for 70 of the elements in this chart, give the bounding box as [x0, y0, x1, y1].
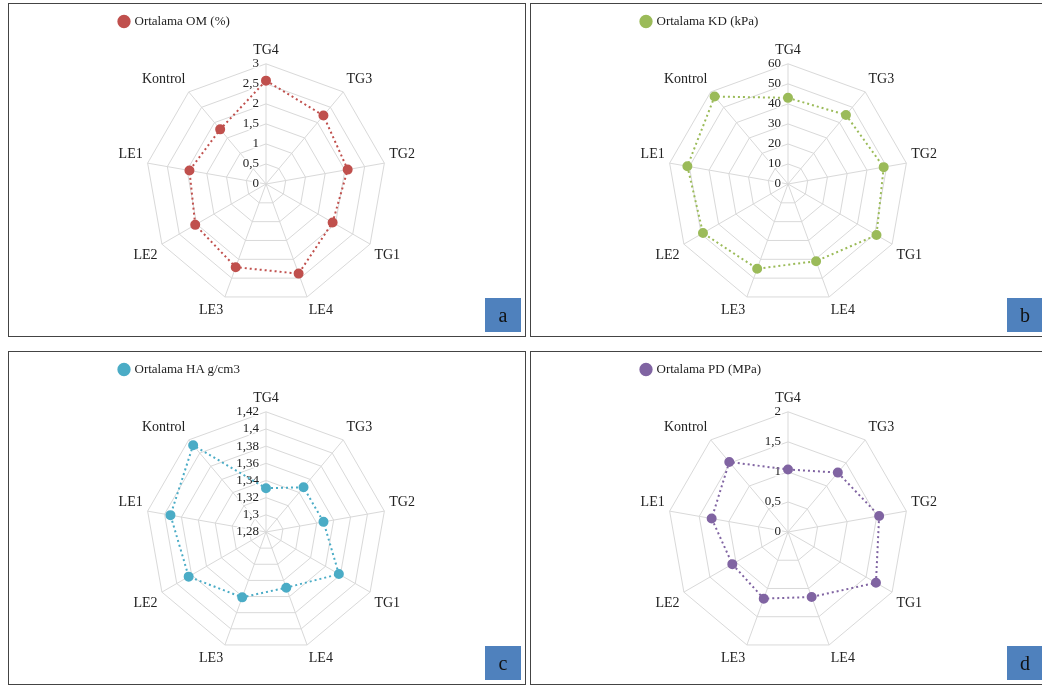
y-tick-label: 1,34	[236, 471, 260, 487]
spoke-label: TG4	[775, 390, 801, 406]
spoke-label: LE4	[830, 301, 855, 317]
spoke-label: LE1	[640, 493, 665, 509]
y-tick-label: 0	[774, 175, 781, 191]
spoke-label: TG2	[911, 145, 937, 161]
spoke-label: LE1	[118, 145, 143, 161]
y-tick-label: 3	[252, 55, 259, 71]
spoke-label: TG1	[374, 246, 401, 262]
y-tick-label: 1,5	[764, 433, 781, 449]
y-tick-label: 1,36	[236, 454, 260, 470]
spoke-label: LE2	[655, 594, 680, 610]
spoke-label: TG2	[389, 145, 415, 161]
y-tick-label: 1,42	[236, 403, 259, 419]
y-tick-label: 2	[252, 95, 259, 111]
spoke-label: Kontrol	[663, 71, 708, 87]
legend-label: Ortalama HA g/cm3	[134, 360, 240, 376]
spoke-label: Kontrol	[141, 71, 186, 87]
spoke-label: TG2	[389, 493, 415, 509]
y-tick-label: 2,5	[242, 75, 259, 91]
y-tick-label: 20	[768, 135, 781, 151]
spoke-label: TG1	[896, 594, 923, 610]
y-tick-label: 40	[768, 95, 781, 111]
spoke-label: LE1	[118, 493, 143, 509]
spoke-label: TG3	[868, 71, 895, 87]
spoke-label: Kontrol	[663, 419, 708, 435]
spoke-label: LE3	[721, 649, 746, 665]
y-tick-label: 1,38	[236, 437, 259, 453]
spoke-label: LE3	[721, 301, 746, 317]
spoke-label: LE3	[199, 649, 224, 665]
text: b	[1007, 298, 1042, 332]
spoke-label: TG3	[346, 419, 373, 435]
spoke-label: TG4	[775, 42, 801, 58]
y-tick-label: 50	[768, 75, 781, 91]
spoke-label: TG4	[253, 390, 279, 406]
y-tick-label: 1,5	[242, 115, 259, 131]
spoke-label: LE4	[308, 301, 333, 317]
spoke-label: TG1	[896, 246, 923, 262]
spoke-label: LE2	[655, 246, 680, 262]
spoke-label: LE4	[830, 649, 855, 665]
spoke-label: LE2	[133, 246, 158, 262]
spoke-label: TG3	[346, 71, 373, 87]
spoke-label: LE2	[133, 594, 158, 610]
y-tick-label: 1	[252, 135, 259, 151]
spoke-label: TG4	[253, 42, 279, 58]
spoke-label: Kontrol	[141, 419, 186, 435]
spoke-label: LE1	[640, 145, 665, 161]
text: d	[1007, 646, 1042, 680]
y-tick-label: 30	[768, 115, 781, 131]
legend-label: Ortalama OM (%)	[134, 12, 230, 28]
y-tick-label: 0	[252, 175, 259, 191]
spoke-label: LE4	[308, 649, 333, 665]
y-tick-label: 1,3	[242, 506, 259, 522]
y-tick-label: 0	[774, 523, 781, 539]
y-tick-label: 1,32	[236, 489, 259, 505]
y-tick-label: 1,28	[236, 523, 259, 539]
legend-label: Ortalama KD (kPa)	[656, 12, 759, 28]
y-tick-label: 10	[768, 155, 781, 171]
text: c	[485, 646, 521, 680]
legend-label: Ortalama PD (MPa)	[656, 360, 762, 376]
text: a	[485, 298, 521, 332]
y-tick-label: 60	[768, 55, 781, 71]
y-tick-label: 0,5	[242, 155, 259, 171]
y-tick-label: 1,4	[242, 420, 260, 436]
spoke-label: TG1	[374, 594, 401, 610]
y-tick-label: 0,5	[764, 493, 781, 509]
spoke-label: TG3	[868, 419, 895, 435]
spoke-label: LE3	[199, 301, 224, 317]
y-tick-label: 2	[774, 403, 781, 419]
spoke-label: TG2	[911, 493, 937, 509]
